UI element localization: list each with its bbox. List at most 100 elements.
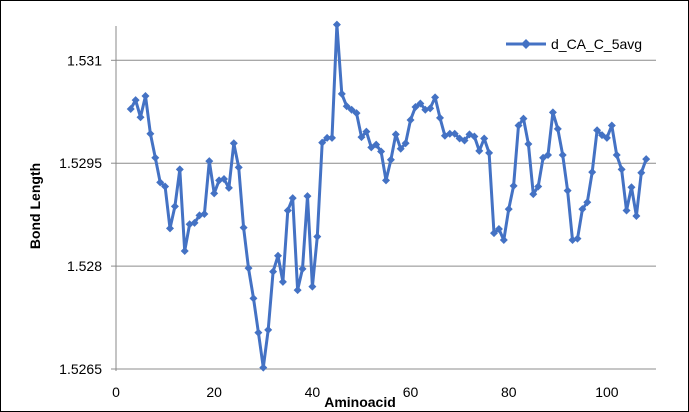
data-point xyxy=(406,115,415,124)
data-point xyxy=(401,139,410,148)
data-point xyxy=(544,150,552,159)
data-point xyxy=(386,155,395,164)
data-point xyxy=(450,129,459,138)
data-point xyxy=(337,89,346,98)
legend-marker xyxy=(521,39,531,49)
data-point xyxy=(499,236,508,245)
data-point xyxy=(514,121,523,130)
data-point xyxy=(357,133,366,142)
data-point xyxy=(548,108,557,117)
data-point xyxy=(220,174,228,183)
data-point xyxy=(382,176,390,185)
legend: d_CA_C_5avg xyxy=(506,36,642,52)
data-point xyxy=(627,183,636,192)
data-point xyxy=(494,225,503,234)
data-point xyxy=(131,96,140,105)
data-point xyxy=(151,153,160,162)
data-point xyxy=(573,234,582,243)
data-point xyxy=(612,150,621,159)
data-point xyxy=(637,168,646,177)
data-point xyxy=(254,328,263,337)
data-point xyxy=(475,146,484,155)
data-point xyxy=(328,133,336,142)
x-axis-title: Aminoacid xyxy=(324,394,396,410)
data-point xyxy=(313,232,322,241)
data-point xyxy=(288,194,297,203)
data-point xyxy=(480,134,489,143)
data-point xyxy=(485,148,494,157)
data-point xyxy=(161,182,170,191)
series-line-0 xyxy=(129,23,648,370)
x-tick-label-0: 0 xyxy=(112,384,120,400)
x-tick-labels: 0 20 40 60 80 100 xyxy=(112,384,619,400)
data-point xyxy=(308,282,317,291)
data-point xyxy=(431,93,440,102)
data-point xyxy=(170,202,179,211)
data-point xyxy=(391,130,400,139)
data-point xyxy=(318,138,327,147)
data-point xyxy=(509,181,518,190)
data-point xyxy=(372,140,381,149)
data-point xyxy=(519,114,528,123)
data-point xyxy=(234,163,243,172)
legend-label: d_CA_C_5avg xyxy=(551,36,642,52)
x-tick-label-2: 40 xyxy=(305,384,321,400)
data-point xyxy=(377,147,386,156)
data-point xyxy=(205,157,214,166)
data-point xyxy=(283,206,292,215)
data-point xyxy=(411,102,420,111)
data-point xyxy=(632,212,641,221)
data-point xyxy=(342,102,351,111)
data-point xyxy=(396,144,405,153)
data-point xyxy=(504,205,513,214)
data-point xyxy=(436,113,444,122)
data-point xyxy=(141,91,150,100)
data-point xyxy=(298,264,307,273)
y-tick-labels: 1.5265 1.528 1.5295 1.531 xyxy=(59,52,102,377)
x-tick-label-3: 60 xyxy=(403,384,419,400)
data-point xyxy=(293,286,302,295)
y-tick-label-0: 1.5265 xyxy=(59,361,102,377)
data-point xyxy=(269,267,278,276)
data-point xyxy=(622,206,631,215)
data-point xyxy=(259,363,268,372)
data-point xyxy=(200,209,209,218)
data-point xyxy=(445,129,454,138)
data-point xyxy=(347,105,356,114)
data-point xyxy=(146,129,155,138)
data-point xyxy=(224,183,233,192)
data-point xyxy=(642,155,651,164)
data-point xyxy=(190,218,199,227)
y-tick-label-2: 1.5295 xyxy=(59,155,102,171)
data-point xyxy=(362,127,371,136)
data-point xyxy=(426,104,435,113)
data-point xyxy=(244,264,253,273)
data-point xyxy=(249,294,258,303)
data-point xyxy=(332,20,341,29)
data-point xyxy=(602,133,611,142)
data-point xyxy=(553,124,562,133)
x-tick-label-1: 20 xyxy=(206,384,222,400)
y-tick-label-3: 1.531 xyxy=(67,52,102,68)
gridlines xyxy=(111,59,656,370)
data-point xyxy=(180,247,189,256)
data-point xyxy=(524,139,533,148)
data-point xyxy=(166,224,174,233)
data-point xyxy=(274,251,282,260)
data-point xyxy=(278,277,287,286)
x-tick-label-4: 80 xyxy=(501,384,517,400)
data-point xyxy=(416,99,425,108)
data-point xyxy=(558,150,567,159)
data-point xyxy=(136,113,145,122)
data-point xyxy=(352,109,361,118)
data-point xyxy=(303,192,312,201)
y-tick-label-1: 1.528 xyxy=(67,258,102,274)
data-point xyxy=(156,178,165,187)
data-point xyxy=(617,165,626,174)
data-point xyxy=(175,165,184,174)
data-point xyxy=(563,186,572,195)
data-point xyxy=(490,229,498,238)
x-tick-label-5: 100 xyxy=(595,384,619,400)
data-point xyxy=(534,182,543,191)
